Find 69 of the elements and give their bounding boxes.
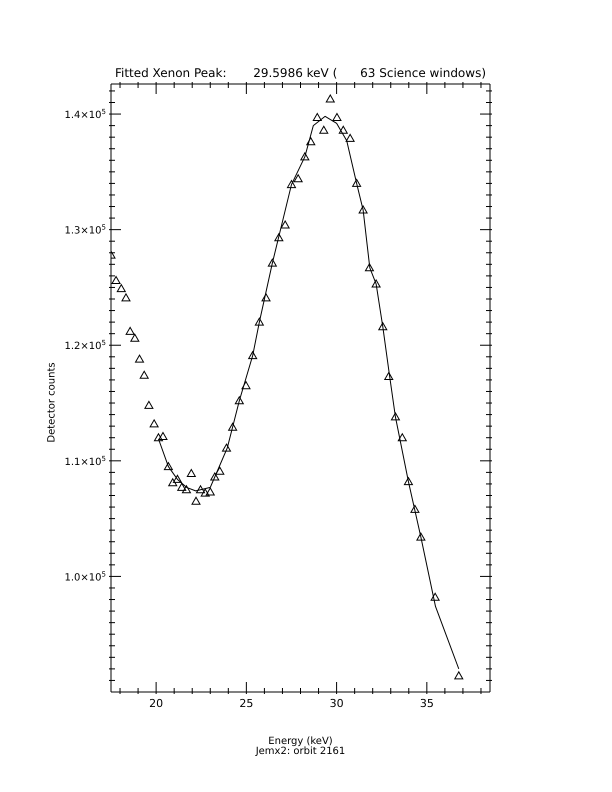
chart-title: Fitted Xenon Peak: 29.5986 keV ( 63 Science windows): [114, 66, 488, 80]
point: [384, 372, 394, 380]
point: [404, 477, 413, 486]
point: [364, 263, 374, 272]
point: [234, 396, 244, 404]
point: [300, 152, 310, 160]
point: [274, 233, 284, 242]
point: [378, 322, 388, 330]
point: [210, 472, 220, 481]
point: [319, 126, 328, 134]
point: [326, 94, 335, 103]
x-tick-label: 25: [239, 697, 254, 710]
point: [280, 220, 290, 229]
point: [140, 370, 149, 379]
x-tick-label: 35: [420, 697, 434, 710]
point: [262, 293, 271, 302]
point: [338, 126, 348, 134]
y-tick-label: 1.0×10$^{5}$: [64, 570, 106, 584]
point: [241, 381, 250, 390]
point: [126, 326, 135, 335]
point: [172, 474, 182, 483]
y-tick-label: 1.1×10$^{5}$: [64, 454, 106, 468]
x-tick-label: 30: [330, 697, 344, 710]
point: [135, 354, 144, 363]
point: [248, 351, 258, 360]
point: [416, 532, 426, 541]
point: [150, 419, 159, 428]
point: [186, 469, 196, 478]
point: [130, 334, 140, 342]
point: [206, 488, 215, 496]
point: [192, 496, 201, 505]
point: [372, 279, 381, 288]
point: [454, 671, 464, 680]
point: [312, 113, 322, 122]
y-tick-label: 1.4×10$^{5}$: [64, 108, 106, 122]
point: [158, 432, 168, 440]
point: [121, 293, 130, 302]
point: [352, 178, 362, 187]
point: [196, 485, 206, 494]
x-tick-label: 20: [149, 697, 164, 710]
point: [215, 466, 224, 475]
point: [410, 504, 420, 513]
point: [116, 284, 126, 292]
point: [294, 174, 303, 182]
point: [286, 180, 296, 188]
point: [332, 113, 342, 122]
y-tick-label: 1.3×10$^{5}$: [64, 224, 106, 237]
x-axis-title: Energy (keV): [268, 736, 333, 747]
point: [154, 433, 163, 442]
point: [268, 258, 277, 267]
point: [398, 433, 407, 442]
point: [228, 422, 238, 431]
point: [177, 482, 186, 491]
point: [346, 134, 355, 142]
point: [306, 137, 316, 146]
y-axis-title: Detector counts: [46, 360, 58, 444]
point: [358, 205, 368, 214]
point: [390, 412, 400, 420]
text: Jemx2: orbit 2161: [254, 746, 346, 757]
point: [430, 592, 440, 601]
point: [182, 485, 191, 494]
point: [168, 478, 178, 486]
y-tick-label: 1.2×10$^{5}$: [64, 339, 106, 352]
point: [222, 444, 232, 452]
point: [144, 400, 154, 409]
point: [112, 276, 121, 284]
point: [254, 318, 264, 326]
point: [164, 462, 173, 470]
point: [200, 488, 210, 497]
